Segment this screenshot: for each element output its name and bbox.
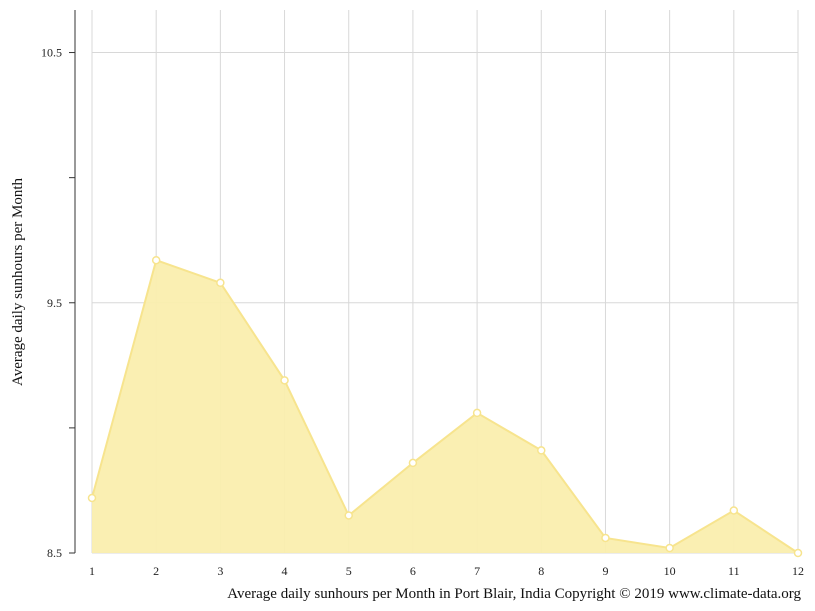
data-point-10 xyxy=(665,543,674,553)
x-tick-label-9: 9 xyxy=(602,564,608,578)
x-tick-label-3: 3 xyxy=(217,564,223,578)
data-points xyxy=(87,255,803,558)
data-point-2 xyxy=(151,255,161,265)
y-tick-label-3: 9.5 xyxy=(47,296,62,310)
sunhours-line xyxy=(91,258,799,554)
x-tick-label-5: 5 xyxy=(346,564,352,578)
y-tick-label-5: 10.5 xyxy=(41,46,62,60)
x-tick-label-4: 4 xyxy=(282,564,288,578)
data-point-7 xyxy=(472,408,482,418)
y-axis-title: Average daily sunhours per Month xyxy=(10,178,26,387)
data-point-9 xyxy=(601,533,610,543)
x-tick-label-8: 8 xyxy=(538,564,544,578)
x-axis-title: Average daily sunhours per Month in Port… xyxy=(227,586,801,602)
x-tick-label-10: 10 xyxy=(664,564,676,578)
sunhours-area xyxy=(92,260,798,553)
x-tick-label-7: 7 xyxy=(474,564,480,578)
data-point-5 xyxy=(344,511,353,520)
data-point-8 xyxy=(537,446,546,455)
y-tick-label-1: 8.5 xyxy=(47,546,62,560)
data-point-4 xyxy=(280,376,289,385)
x-tick-label-12: 12 xyxy=(792,564,804,578)
data-point-11 xyxy=(729,506,739,515)
data-point-6 xyxy=(408,458,418,468)
data-point-1 xyxy=(87,493,97,503)
y-ticks: 8.5 9.5 10.5 xyxy=(41,46,75,560)
x-ticks: 1 2 3 4 5 6 7 8 9 10 11 12 xyxy=(89,564,804,578)
data-point-3 xyxy=(216,278,225,288)
x-tick-label-2: 2 xyxy=(153,564,159,578)
data-point-12 xyxy=(793,548,803,558)
x-tick-label-1: 1 xyxy=(89,564,95,578)
x-tick-label-11: 11 xyxy=(728,564,740,578)
x-tick-label-6: 6 xyxy=(410,564,416,578)
